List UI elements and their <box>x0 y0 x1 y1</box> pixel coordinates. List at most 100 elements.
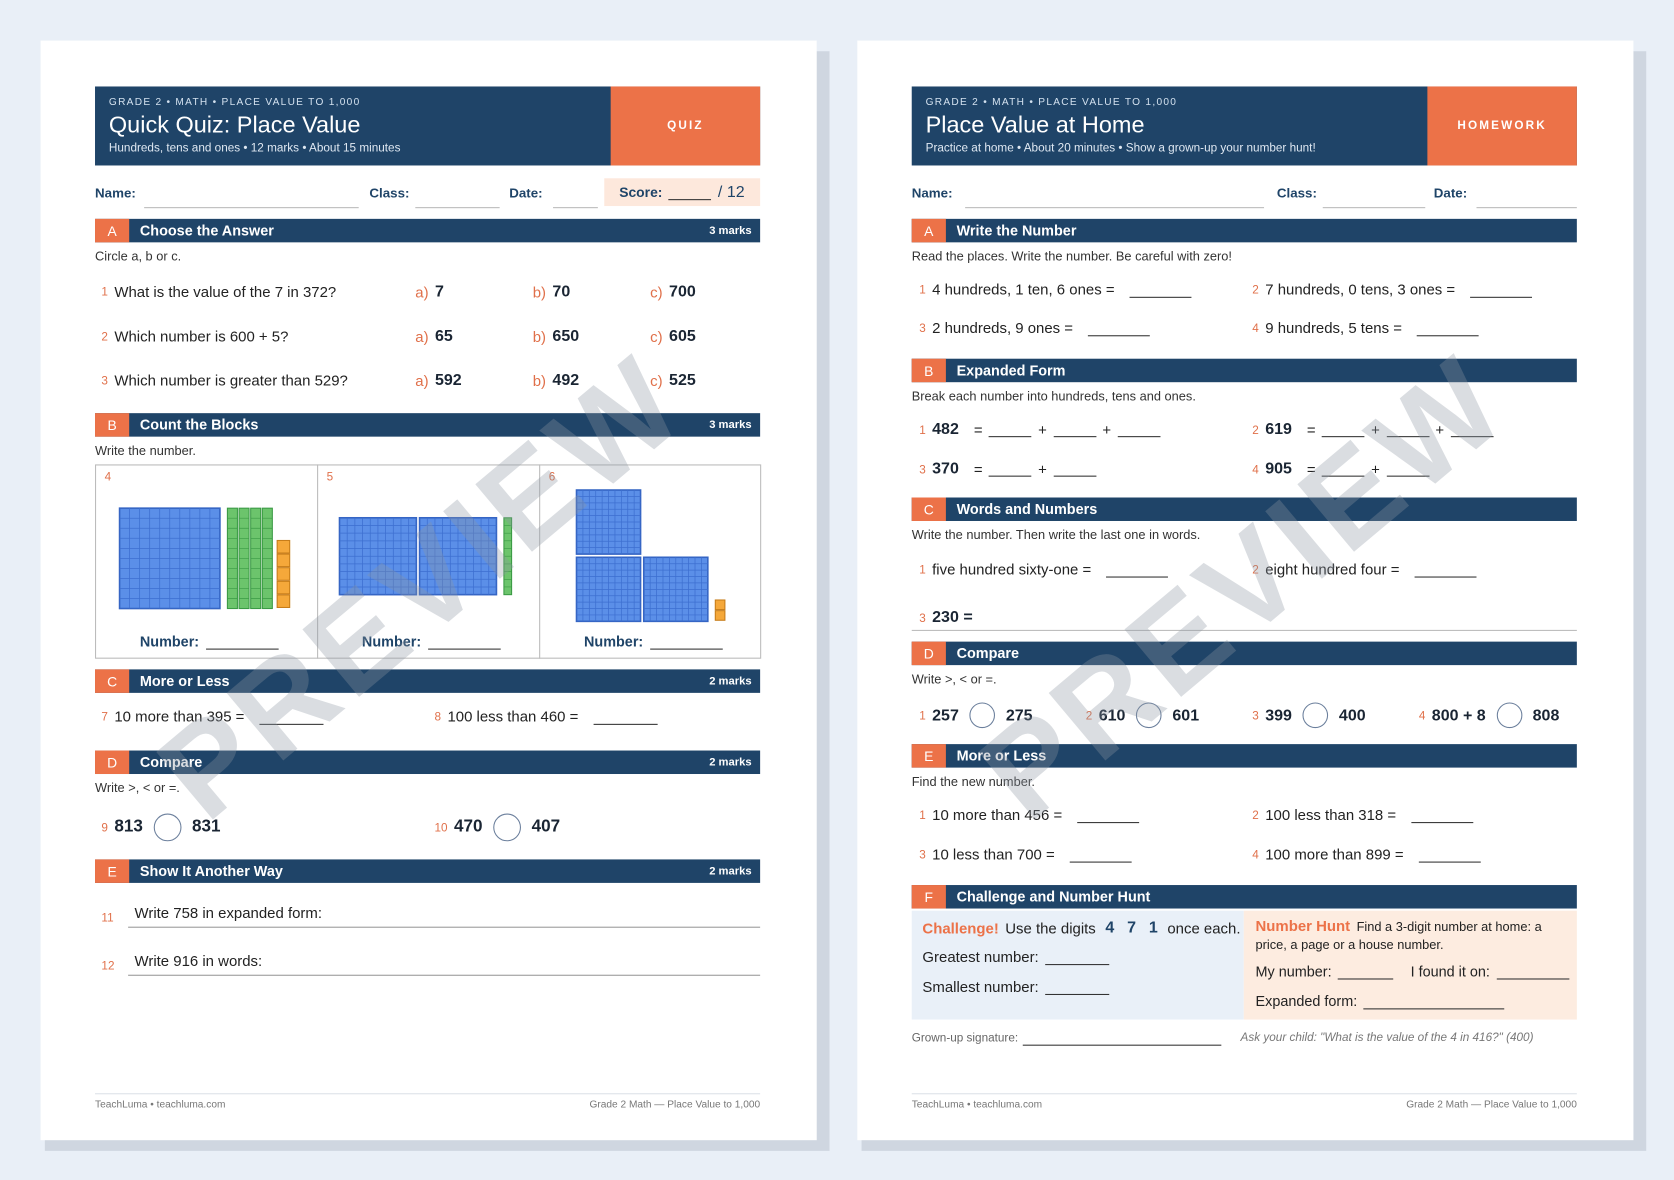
text: 813 <box>114 817 143 836</box>
text: 7 <box>434 282 444 301</box>
flat-grid <box>576 557 641 622</box>
score-field: Score: / 12 <box>619 183 744 201</box>
box-number: 6 <box>548 470 556 484</box>
text: Number: <box>139 633 200 650</box>
section-letter-box: A <box>911 218 946 243</box>
footer-rule <box>95 1093 761 1095</box>
section-letter: B <box>107 416 117 433</box>
text: Greatest number: <box>922 948 1039 966</box>
item: 1 4 hundreds, 1 ten, 6 ones = <box>919 281 1192 298</box>
blocks-picture <box>338 516 513 596</box>
text: 2 <box>1252 563 1259 577</box>
hunt-label: Number Hunt <box>1255 917 1351 935</box>
text: 619 <box>1265 420 1292 439</box>
footer-right: Grade 2 Math — Place Value to 1,000 <box>1406 1099 1577 1111</box>
date-field: Date: <box>1434 186 1467 201</box>
section-bar <box>95 750 761 775</box>
compare-circle <box>1302 702 1329 729</box>
compare-circle <box>153 813 182 842</box>
instruction: Write the number. Then write the last on… <box>911 527 1201 543</box>
item-text: Write 916 in words: <box>134 952 263 970</box>
option: c) 525 <box>650 371 696 389</box>
section-letter-box: A <box>95 218 130 243</box>
item: 2 eight hundred four = <box>1252 560 1477 578</box>
section-letter-box: C <box>911 497 946 521</box>
section-bar <box>911 641 1577 666</box>
compare-item: 3 399 400 <box>1252 702 1366 729</box>
question: 3 Which number is greater than 529? <box>101 372 347 389</box>
text: 3 <box>919 322 926 336</box>
section-bar <box>911 358 1577 383</box>
text: = <box>973 460 983 478</box>
hunt-panel <box>1243 910 1577 1020</box>
section-letter-box: C <box>95 669 130 693</box>
answer-line <box>1338 964 1394 980</box>
compare-item: 2 610 601 <box>1086 702 1199 729</box>
badge-text: QUIZ <box>667 119 704 133</box>
flat-grid <box>643 557 708 622</box>
text: 3 <box>919 611 926 625</box>
number-answer: Number: <box>584 634 723 650</box>
greatest-field: Greatest number: <box>922 948 1110 966</box>
item-number: 12 <box>101 959 115 973</box>
text: 257 <box>932 706 959 725</box>
instruction: Read the places. Write the number. Be ca… <box>911 248 1232 264</box>
text: 2 <box>1252 809 1259 823</box>
blocks-picture <box>118 507 291 610</box>
field-line <box>1476 207 1577 209</box>
answer-line <box>1450 421 1494 438</box>
class-field: Class: <box>1277 186 1317 201</box>
hunt-description: Find a 3-digit number at home: a price, … <box>1255 919 1542 953</box>
quiz-page: GRADE 2 • MATH • PLACE VALUE TO 1,000 Qui… <box>40 40 817 1141</box>
text: 407 <box>531 817 561 836</box>
field-line <box>553 207 598 209</box>
text: 2 <box>1252 283 1259 297</box>
item: 4 100 more than 899 = <box>1252 846 1481 863</box>
field-line <box>1322 207 1426 209</box>
text: 400 <box>1338 706 1366 725</box>
text: 10 less than 700 = <box>932 845 1055 863</box>
text: 1 <box>919 809 926 823</box>
challenge-line: Challenge! Use the digits 4 7 1 once each. <box>922 919 1240 937</box>
option: b) 70 <box>533 282 571 300</box>
answer-line <box>649 634 723 650</box>
section-letter-box: D <box>911 641 946 666</box>
flat-grid <box>119 508 220 609</box>
answer-line <box>427 634 501 650</box>
section-bar <box>95 859 761 883</box>
badge: HOMEWORK <box>1427 86 1577 166</box>
answer-line <box>1117 421 1161 438</box>
text: 65 <box>434 327 453 346</box>
text: + <box>1435 420 1445 438</box>
footer-rule <box>911 1093 1577 1095</box>
number-answer: Number: <box>139 633 279 650</box>
text: 2 hundreds, 9 ones = <box>932 319 1074 337</box>
smallest-field: Smallest number: <box>922 978 1110 995</box>
eyebrow: GRADE 2 • MATH • PLACE VALUE TO 1,000 <box>925 96 1178 109</box>
text: 492 <box>552 370 580 390</box>
section-letter-box: B <box>95 413 130 437</box>
section-letter-box: D <box>95 750 130 775</box>
answer-line <box>593 708 658 725</box>
text: 1 <box>1148 918 1158 937</box>
blocks-picture <box>575 489 726 623</box>
text: Challenge! <box>922 919 999 937</box>
answer-line <box>1077 807 1140 823</box>
question: 1 What is the value of the 7 in 372? <box>101 283 336 300</box>
homework-page: GRADE 2 • MATH • PLACE VALUE TO 1,000 Pla… <box>857 40 1634 1141</box>
answer-line <box>1022 1030 1221 1046</box>
text: 9 <box>101 822 108 835</box>
parent-tip: Ask your child: "What is the value of th… <box>1240 1031 1534 1045</box>
text: 3 <box>1252 709 1259 723</box>
rod-grid <box>503 525 512 588</box>
instruction: Circle a, b or c. <box>95 248 182 264</box>
blocks-divider <box>539 464 541 659</box>
one-cube <box>714 599 726 611</box>
item: 3 2 hundreds, 9 ones = <box>919 319 1150 336</box>
text: a) <box>415 282 429 300</box>
answer-line <box>1053 421 1096 438</box>
one-cube <box>276 539 291 554</box>
section-bar <box>95 669 761 693</box>
answer-line <box>1106 561 1169 578</box>
